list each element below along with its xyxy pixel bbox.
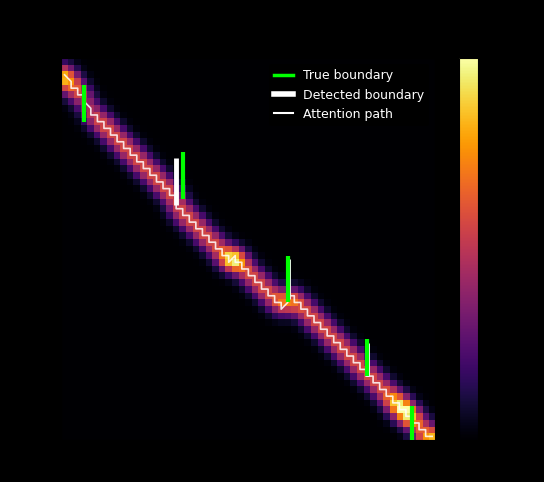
X-axis label: Query index (frames): Query index (frames) xyxy=(166,15,330,30)
Detected boundary xyxy=(173,156,180,161)
Y-axis label: Key index (frames): Key index (frames) xyxy=(15,176,30,321)
True boundary xyxy=(81,82,88,88)
Text: Query index (frames): Query index (frames) xyxy=(147,462,310,477)
Legend: True boundary, Detected boundary, Attention path: True boundary, Detected boundary, Attent… xyxy=(269,64,429,126)
Detected boundary xyxy=(173,202,180,208)
True boundary xyxy=(81,119,88,124)
